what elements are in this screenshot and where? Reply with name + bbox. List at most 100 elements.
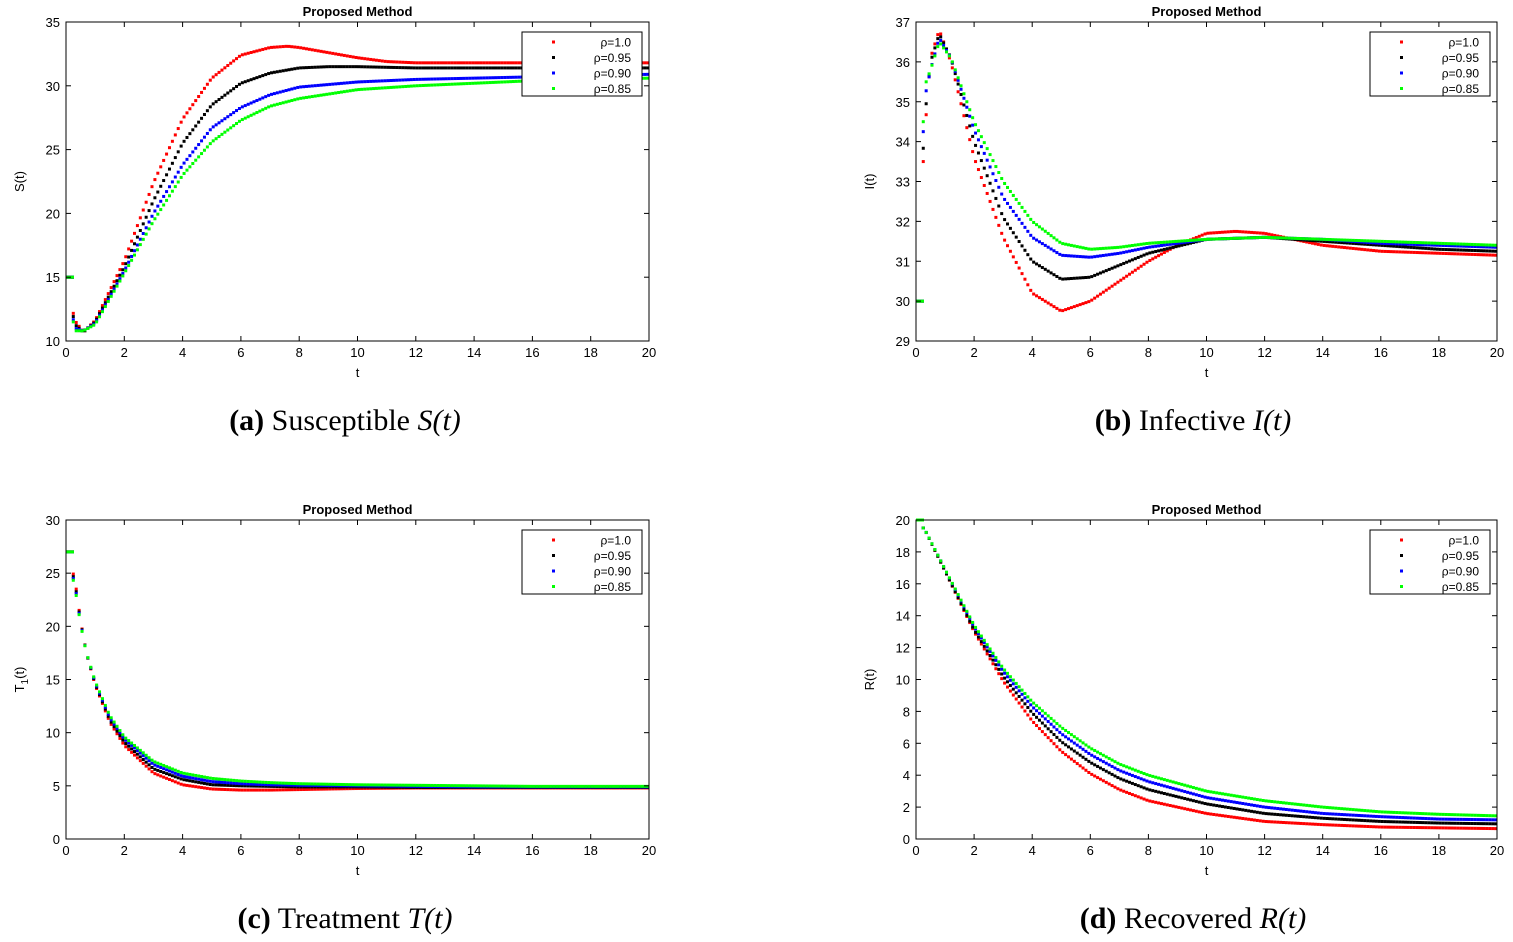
data-point bbox=[500, 66, 504, 70]
data-point bbox=[1081, 246, 1085, 250]
data-point bbox=[456, 784, 460, 788]
legend-label: ρ=0.85 bbox=[594, 580, 632, 594]
data-point bbox=[1177, 239, 1181, 243]
data-point bbox=[1171, 780, 1175, 784]
data-point bbox=[170, 770, 174, 774]
x-tick-label: 14 bbox=[1315, 843, 1329, 858]
data-point bbox=[1244, 802, 1248, 806]
data-point bbox=[226, 115, 230, 119]
data-point bbox=[927, 72, 931, 76]
data-point bbox=[1032, 292, 1036, 296]
data-point bbox=[447, 77, 451, 81]
data-point bbox=[1081, 255, 1085, 259]
data-point bbox=[1325, 237, 1329, 241]
data-point bbox=[415, 77, 419, 81]
data-point bbox=[611, 784, 615, 788]
data-point bbox=[1133, 783, 1137, 787]
data-point bbox=[275, 788, 279, 792]
data-point bbox=[976, 632, 980, 636]
data-point bbox=[252, 100, 256, 104]
data-point bbox=[103, 709, 107, 713]
data-point bbox=[404, 60, 408, 64]
data-point bbox=[1476, 818, 1480, 822]
data-point bbox=[1401, 240, 1405, 244]
data-point bbox=[1180, 789, 1184, 793]
data-point bbox=[1180, 243, 1184, 247]
data-point bbox=[383, 86, 387, 90]
data-point bbox=[1183, 239, 1187, 243]
data-point bbox=[945, 50, 949, 54]
data-point bbox=[232, 784, 236, 788]
data-point bbox=[281, 89, 285, 93]
data-point bbox=[1392, 810, 1396, 814]
data-point bbox=[357, 80, 361, 84]
data-point bbox=[264, 95, 268, 99]
data-point bbox=[1183, 783, 1187, 787]
data-point bbox=[982, 647, 986, 651]
data-point bbox=[962, 607, 966, 611]
data-point bbox=[1491, 243, 1495, 247]
data-point bbox=[1128, 272, 1132, 276]
data-point bbox=[991, 654, 995, 658]
data-point bbox=[1226, 799, 1230, 803]
data-point bbox=[1157, 254, 1161, 258]
data-point bbox=[1491, 249, 1495, 253]
data-point bbox=[939, 559, 943, 563]
data-point bbox=[296, 785, 300, 789]
data-point bbox=[1052, 742, 1056, 746]
data-point bbox=[112, 722, 116, 726]
data-point bbox=[395, 60, 399, 64]
data-point bbox=[386, 783, 390, 787]
data-point bbox=[509, 61, 513, 65]
data-point bbox=[214, 777, 218, 781]
data-point bbox=[1337, 240, 1341, 244]
data-point bbox=[1270, 806, 1274, 810]
x-axis-label: t bbox=[1205, 863, 1209, 878]
data-point bbox=[1040, 227, 1044, 231]
data-point bbox=[1084, 246, 1088, 250]
data-point bbox=[1136, 769, 1140, 773]
data-point bbox=[1424, 821, 1428, 825]
data-point bbox=[1250, 818, 1254, 822]
data-point bbox=[1223, 792, 1227, 796]
data-point bbox=[1020, 688, 1024, 692]
data-point bbox=[506, 80, 510, 84]
data-point bbox=[275, 783, 279, 787]
data-point bbox=[947, 56, 951, 60]
data-point bbox=[570, 784, 574, 788]
legend-marker bbox=[1400, 538, 1403, 542]
data-point bbox=[211, 780, 215, 784]
data-point bbox=[194, 785, 198, 789]
data-point bbox=[1029, 233, 1033, 237]
data-point bbox=[1389, 815, 1393, 819]
data-point bbox=[1255, 231, 1259, 235]
data-point bbox=[1482, 249, 1486, 253]
data-point bbox=[1008, 675, 1012, 679]
data-point bbox=[179, 120, 183, 124]
data-point bbox=[71, 575, 75, 579]
data-point bbox=[304, 95, 308, 99]
data-point bbox=[1415, 246, 1419, 250]
data-point bbox=[167, 766, 171, 770]
data-point bbox=[637, 784, 641, 788]
data-point bbox=[1302, 815, 1306, 819]
data-point bbox=[1366, 242, 1370, 246]
data-point bbox=[1261, 235, 1265, 239]
data-point bbox=[1037, 727, 1041, 731]
data-point bbox=[1424, 241, 1428, 245]
data-point bbox=[1133, 248, 1137, 252]
data-point bbox=[272, 92, 276, 96]
data-point bbox=[267, 781, 271, 785]
data-point bbox=[380, 86, 384, 90]
data-point bbox=[133, 750, 137, 754]
data-point bbox=[246, 79, 250, 83]
data-point bbox=[1125, 779, 1129, 783]
data-point bbox=[1273, 812, 1277, 816]
data-point bbox=[1087, 759, 1091, 763]
data-point bbox=[1000, 667, 1004, 671]
data-point bbox=[1494, 245, 1498, 249]
data-point bbox=[1418, 241, 1422, 245]
data-point bbox=[334, 782, 338, 786]
data-point bbox=[144, 756, 148, 760]
data-point bbox=[214, 137, 218, 141]
